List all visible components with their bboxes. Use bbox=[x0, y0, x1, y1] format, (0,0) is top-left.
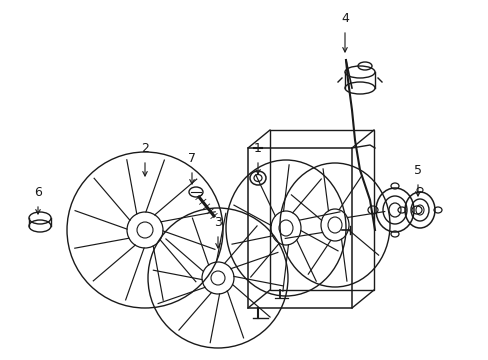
Text: 7: 7 bbox=[187, 152, 196, 165]
Text: 1: 1 bbox=[254, 141, 262, 154]
Text: 2: 2 bbox=[141, 141, 149, 154]
Text: 4: 4 bbox=[340, 12, 348, 24]
Text: 6: 6 bbox=[34, 185, 42, 198]
Text: 3: 3 bbox=[214, 216, 222, 229]
Text: 5: 5 bbox=[413, 163, 421, 176]
